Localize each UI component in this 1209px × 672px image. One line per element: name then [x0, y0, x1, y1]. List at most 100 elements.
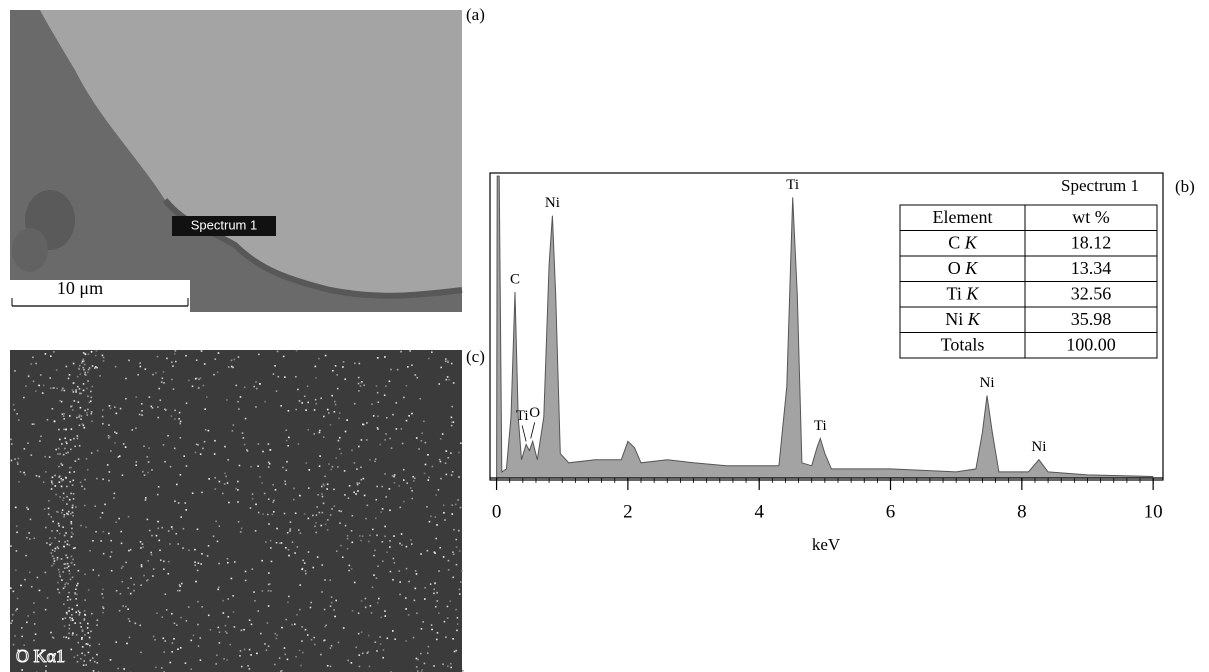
speckle	[288, 554, 290, 557]
speckle	[173, 622, 176, 625]
speckle	[14, 506, 17, 509]
speckle	[296, 613, 298, 616]
speckle	[427, 453, 429, 456]
speckle	[80, 524, 82, 527]
speckle	[60, 462, 62, 465]
speckle	[48, 500, 50, 502]
speckle	[362, 477, 365, 480]
speckle	[159, 559, 162, 562]
speckle	[434, 582, 436, 584]
speckle	[74, 593, 77, 595]
speckle	[128, 549, 130, 552]
speckle	[89, 644, 91, 647]
speckle	[76, 435, 79, 437]
speckle	[357, 632, 360, 635]
speckle	[261, 482, 263, 484]
speckle	[90, 412, 93, 415]
speckle	[321, 495, 324, 498]
speckle	[431, 351, 433, 353]
speckle	[333, 609, 335, 611]
speckle	[175, 483, 178, 486]
speckle	[58, 540, 61, 543]
speckle	[72, 492, 75, 495]
speckle	[307, 551, 310, 553]
speckle	[423, 472, 426, 475]
speckle	[330, 644, 333, 647]
speckle	[406, 482, 408, 484]
speckle	[346, 547, 349, 550]
speckle	[267, 466, 270, 468]
speckle	[144, 499, 147, 501]
speckle	[439, 438, 442, 440]
speckle	[82, 352, 85, 354]
speckle	[195, 580, 197, 583]
speckle	[85, 526, 87, 528]
speckle	[251, 568, 254, 570]
speckle	[97, 574, 100, 577]
speckle	[152, 635, 155, 638]
speckle	[414, 570, 417, 572]
speckle	[59, 438, 61, 441]
speckle	[351, 541, 354, 544]
speckle	[447, 665, 449, 667]
speckle	[66, 599, 69, 601]
speckle	[324, 579, 326, 581]
speckle	[331, 465, 334, 468]
speckle	[423, 420, 425, 423]
speckle	[163, 408, 166, 411]
speckle	[102, 611, 104, 614]
speckle	[314, 398, 317, 401]
speckle	[58, 525, 60, 527]
speckle	[322, 502, 325, 505]
speckle	[86, 643, 89, 646]
speckle	[82, 383, 85, 385]
speckle	[179, 420, 182, 423]
speckle	[77, 582, 79, 585]
speckle	[283, 647, 286, 649]
speckle	[444, 519, 446, 521]
speckle	[456, 623, 459, 625]
speckle	[276, 527, 278, 530]
speckle	[61, 579, 63, 581]
speckle	[50, 516, 53, 518]
speckle	[71, 617, 74, 620]
speckle	[191, 492, 194, 495]
speckle	[92, 540, 94, 542]
speckle	[62, 587, 65, 590]
speckle	[272, 501, 274, 504]
speckle	[114, 442, 116, 444]
speckle	[413, 477, 416, 480]
speckle	[64, 583, 66, 586]
speckle	[91, 420, 93, 423]
speckle	[301, 626, 303, 628]
speckle	[431, 465, 434, 468]
speckle	[158, 387, 161, 390]
speckle	[372, 415, 375, 417]
speckle	[65, 532, 67, 534]
speckle	[229, 643, 232, 646]
speckle	[195, 377, 198, 380]
speckle	[326, 483, 329, 485]
speckle	[27, 508, 29, 511]
speckle	[74, 547, 76, 549]
speckle	[14, 569, 17, 572]
speckle	[299, 608, 301, 611]
speckle	[20, 627, 23, 629]
speckle	[17, 419, 20, 421]
speckle	[99, 375, 101, 377]
speckle	[254, 530, 257, 532]
speckle	[70, 648, 73, 651]
speckle	[84, 614, 87, 616]
speckle	[56, 387, 58, 390]
speckle	[314, 365, 317, 368]
speckle	[33, 639, 35, 642]
speckle	[68, 591, 70, 594]
speckle	[108, 479, 110, 482]
speckle	[87, 632, 90, 634]
speckle	[299, 584, 301, 586]
panel-label: (c)	[466, 347, 485, 366]
speckle	[115, 521, 117, 524]
speckle	[155, 534, 158, 537]
speckle	[173, 447, 176, 450]
speckle	[312, 566, 315, 569]
